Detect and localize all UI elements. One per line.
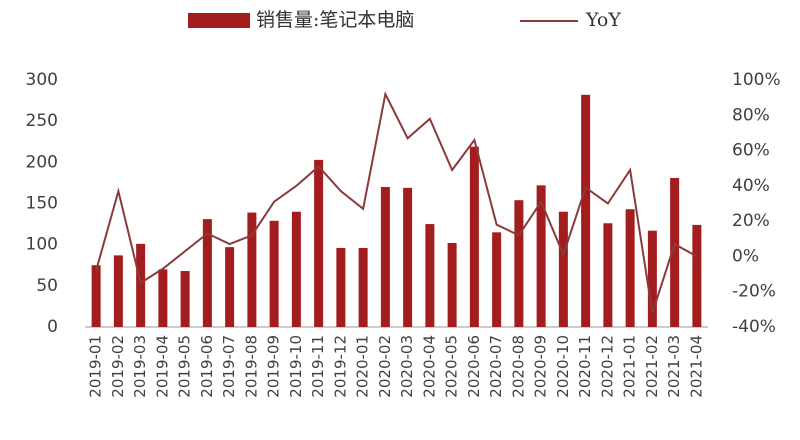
y2-tick-label: -20% — [732, 282, 776, 302]
y-tick-label: 250 — [26, 111, 58, 131]
bar — [225, 247, 235, 327]
bar — [492, 232, 502, 327]
bar — [358, 247, 368, 327]
bar — [380, 187, 390, 327]
y-tick-label: 100 — [26, 235, 58, 255]
bar — [603, 223, 613, 327]
x-tick-label: 2020-03 — [398, 335, 416, 398]
bar — [670, 177, 680, 327]
x-tick-label: 2020-07 — [487, 335, 505, 398]
legend-swatch — [188, 13, 250, 28]
x-tick-label: 2020-01 — [354, 335, 372, 398]
x-tick-label: 2020-09 — [532, 335, 550, 398]
bar — [514, 200, 524, 327]
x-tick-label: 2019-10 — [287, 335, 305, 398]
legend-label: 销售量:笔记本电脑 — [256, 9, 414, 31]
bar — [269, 220, 279, 327]
y2-tick-label: 60% — [732, 141, 770, 161]
x-tick-label: 2019-11 — [309, 335, 327, 398]
x-tick-label: 2020-08 — [509, 335, 527, 398]
bar — [113, 255, 123, 327]
x-tick-label: 2019-03 — [131, 335, 149, 398]
x-tick-label: 2019-06 — [198, 335, 216, 398]
y2-tick-label: 80% — [732, 105, 770, 125]
bar — [647, 230, 657, 327]
bar — [291, 211, 301, 327]
bar — [625, 209, 635, 327]
bar — [536, 185, 546, 327]
x-tick-label: 2020-05 — [443, 335, 461, 398]
bar — [158, 269, 168, 327]
x-tick-label: 2019-02 — [109, 335, 127, 398]
x-tick-label: 2020-06 — [465, 335, 483, 398]
x-tick-label: 2020-12 — [598, 335, 616, 398]
x-tick-label: 2019-05 — [176, 335, 194, 398]
bar — [202, 219, 212, 327]
x-tick-label: 2019-12 — [331, 335, 349, 398]
bar — [336, 247, 346, 327]
x-tick-label: 2021-04 — [687, 335, 705, 398]
y2-tick-label: 100% — [732, 70, 781, 90]
x-tick-label: 2021-02 — [643, 335, 661, 398]
x-tick-label: 2020-10 — [554, 335, 572, 398]
y2-tick-label: 40% — [732, 176, 770, 196]
x-tick-label: 2020-04 — [420, 335, 438, 398]
bar — [581, 94, 591, 327]
bar — [314, 159, 324, 327]
y-tick-label: 150 — [26, 194, 58, 214]
bar — [91, 265, 101, 327]
bar — [692, 224, 702, 327]
bar — [425, 224, 435, 327]
x-tick-label: 2019-04 — [153, 335, 171, 398]
x-tick-label: 2020-11 — [576, 335, 594, 398]
x-tick-label: 2021-03 — [665, 335, 683, 398]
x-tick-label: 2019-09 — [265, 335, 283, 398]
x-tick-label: 2021-01 — [621, 335, 639, 398]
y2-tick-label: 0% — [732, 246, 759, 266]
bar — [558, 211, 568, 327]
bar — [180, 271, 190, 327]
x-tick-label: 2019-08 — [242, 335, 260, 398]
bar — [447, 243, 457, 327]
y2-tick-label: -40% — [732, 317, 776, 337]
bar — [247, 212, 257, 327]
x-tick-label: 2020-02 — [376, 335, 394, 398]
bar — [136, 243, 146, 327]
y-tick-label: 0 — [47, 317, 58, 337]
legend-label: YoY — [585, 9, 621, 31]
bar — [403, 187, 413, 327]
x-tick-label: 2019-01 — [87, 335, 105, 398]
y-tick-label: 50 — [36, 276, 58, 296]
yoy-line — [95, 91, 698, 314]
y-tick-label: 200 — [26, 152, 58, 172]
x-tick-label: 2019-07 — [220, 335, 238, 398]
y-tick-label: 300 — [26, 70, 58, 90]
bar — [469, 146, 479, 327]
y2-tick-label: 20% — [732, 211, 770, 231]
